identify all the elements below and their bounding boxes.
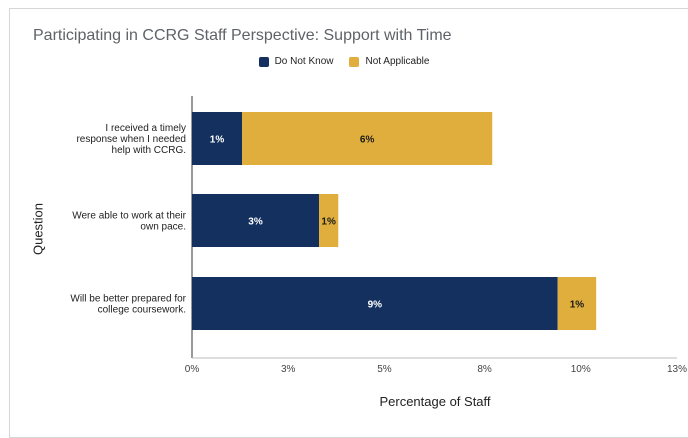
category-label-line: own pace. xyxy=(140,222,186,233)
x-tick-label: 10% xyxy=(571,364,591,375)
legend-item-not-applicable: Not Applicable xyxy=(349,56,429,67)
category-label: Will be better prepared for college cours… xyxy=(70,294,186,316)
bar-not-applicable xyxy=(242,112,493,165)
data-label: 6% xyxy=(360,135,375,146)
category-label-line: Will be better prepared for xyxy=(70,294,186,305)
bar-not-applicable xyxy=(319,194,339,247)
data-label: 3% xyxy=(248,217,263,228)
x-tick-label: 0% xyxy=(185,364,200,375)
bar-not-applicable xyxy=(557,277,597,330)
category-label-line: help with CCRG. xyxy=(112,145,186,156)
category-label: Were able to work at their own pace. xyxy=(72,211,186,233)
chart-title: Participating in CCRG Staff Perspective:… xyxy=(33,27,452,44)
bar-do-not-know xyxy=(192,194,320,247)
data-label: 9% xyxy=(368,300,383,311)
data-label: 1% xyxy=(321,217,336,228)
bar-do-not-know xyxy=(192,112,243,165)
bar-do-not-know xyxy=(192,277,558,330)
data-label: 1% xyxy=(570,300,585,311)
x-tick-label: 8% xyxy=(477,364,492,375)
x-tick-label: 3% xyxy=(281,364,296,375)
plot-area: 0% 3% 5% 8% 10% 13% 1% 6% I received a timely res… xyxy=(70,96,687,375)
legend-swatch-do-not-know xyxy=(258,56,269,67)
legend-label-not-applicable: Not Applicable xyxy=(365,56,430,67)
chart-legend: Do Not Know Not Applicable xyxy=(0,56,688,67)
legend-swatch-not-applicable xyxy=(349,56,360,67)
x-axis-title: Percentage of Staff xyxy=(379,394,491,409)
category-label: I received a timely response when I neede… xyxy=(76,123,186,156)
data-label: 1% xyxy=(210,135,225,146)
legend-item-do-not-know: Do Not Know xyxy=(258,56,334,67)
category-label-line: Were able to work at their xyxy=(72,211,186,222)
category-label-line: college coursework. xyxy=(98,305,186,316)
category-label-line: response when I needed xyxy=(76,134,186,145)
x-tick-label: 5% xyxy=(377,364,392,375)
chart-frame xyxy=(9,8,688,438)
category-label-line: I received a timely xyxy=(105,123,186,134)
x-tick-label: 13% xyxy=(667,364,687,375)
legend-label-do-not-know: Do Not Know xyxy=(274,56,334,67)
